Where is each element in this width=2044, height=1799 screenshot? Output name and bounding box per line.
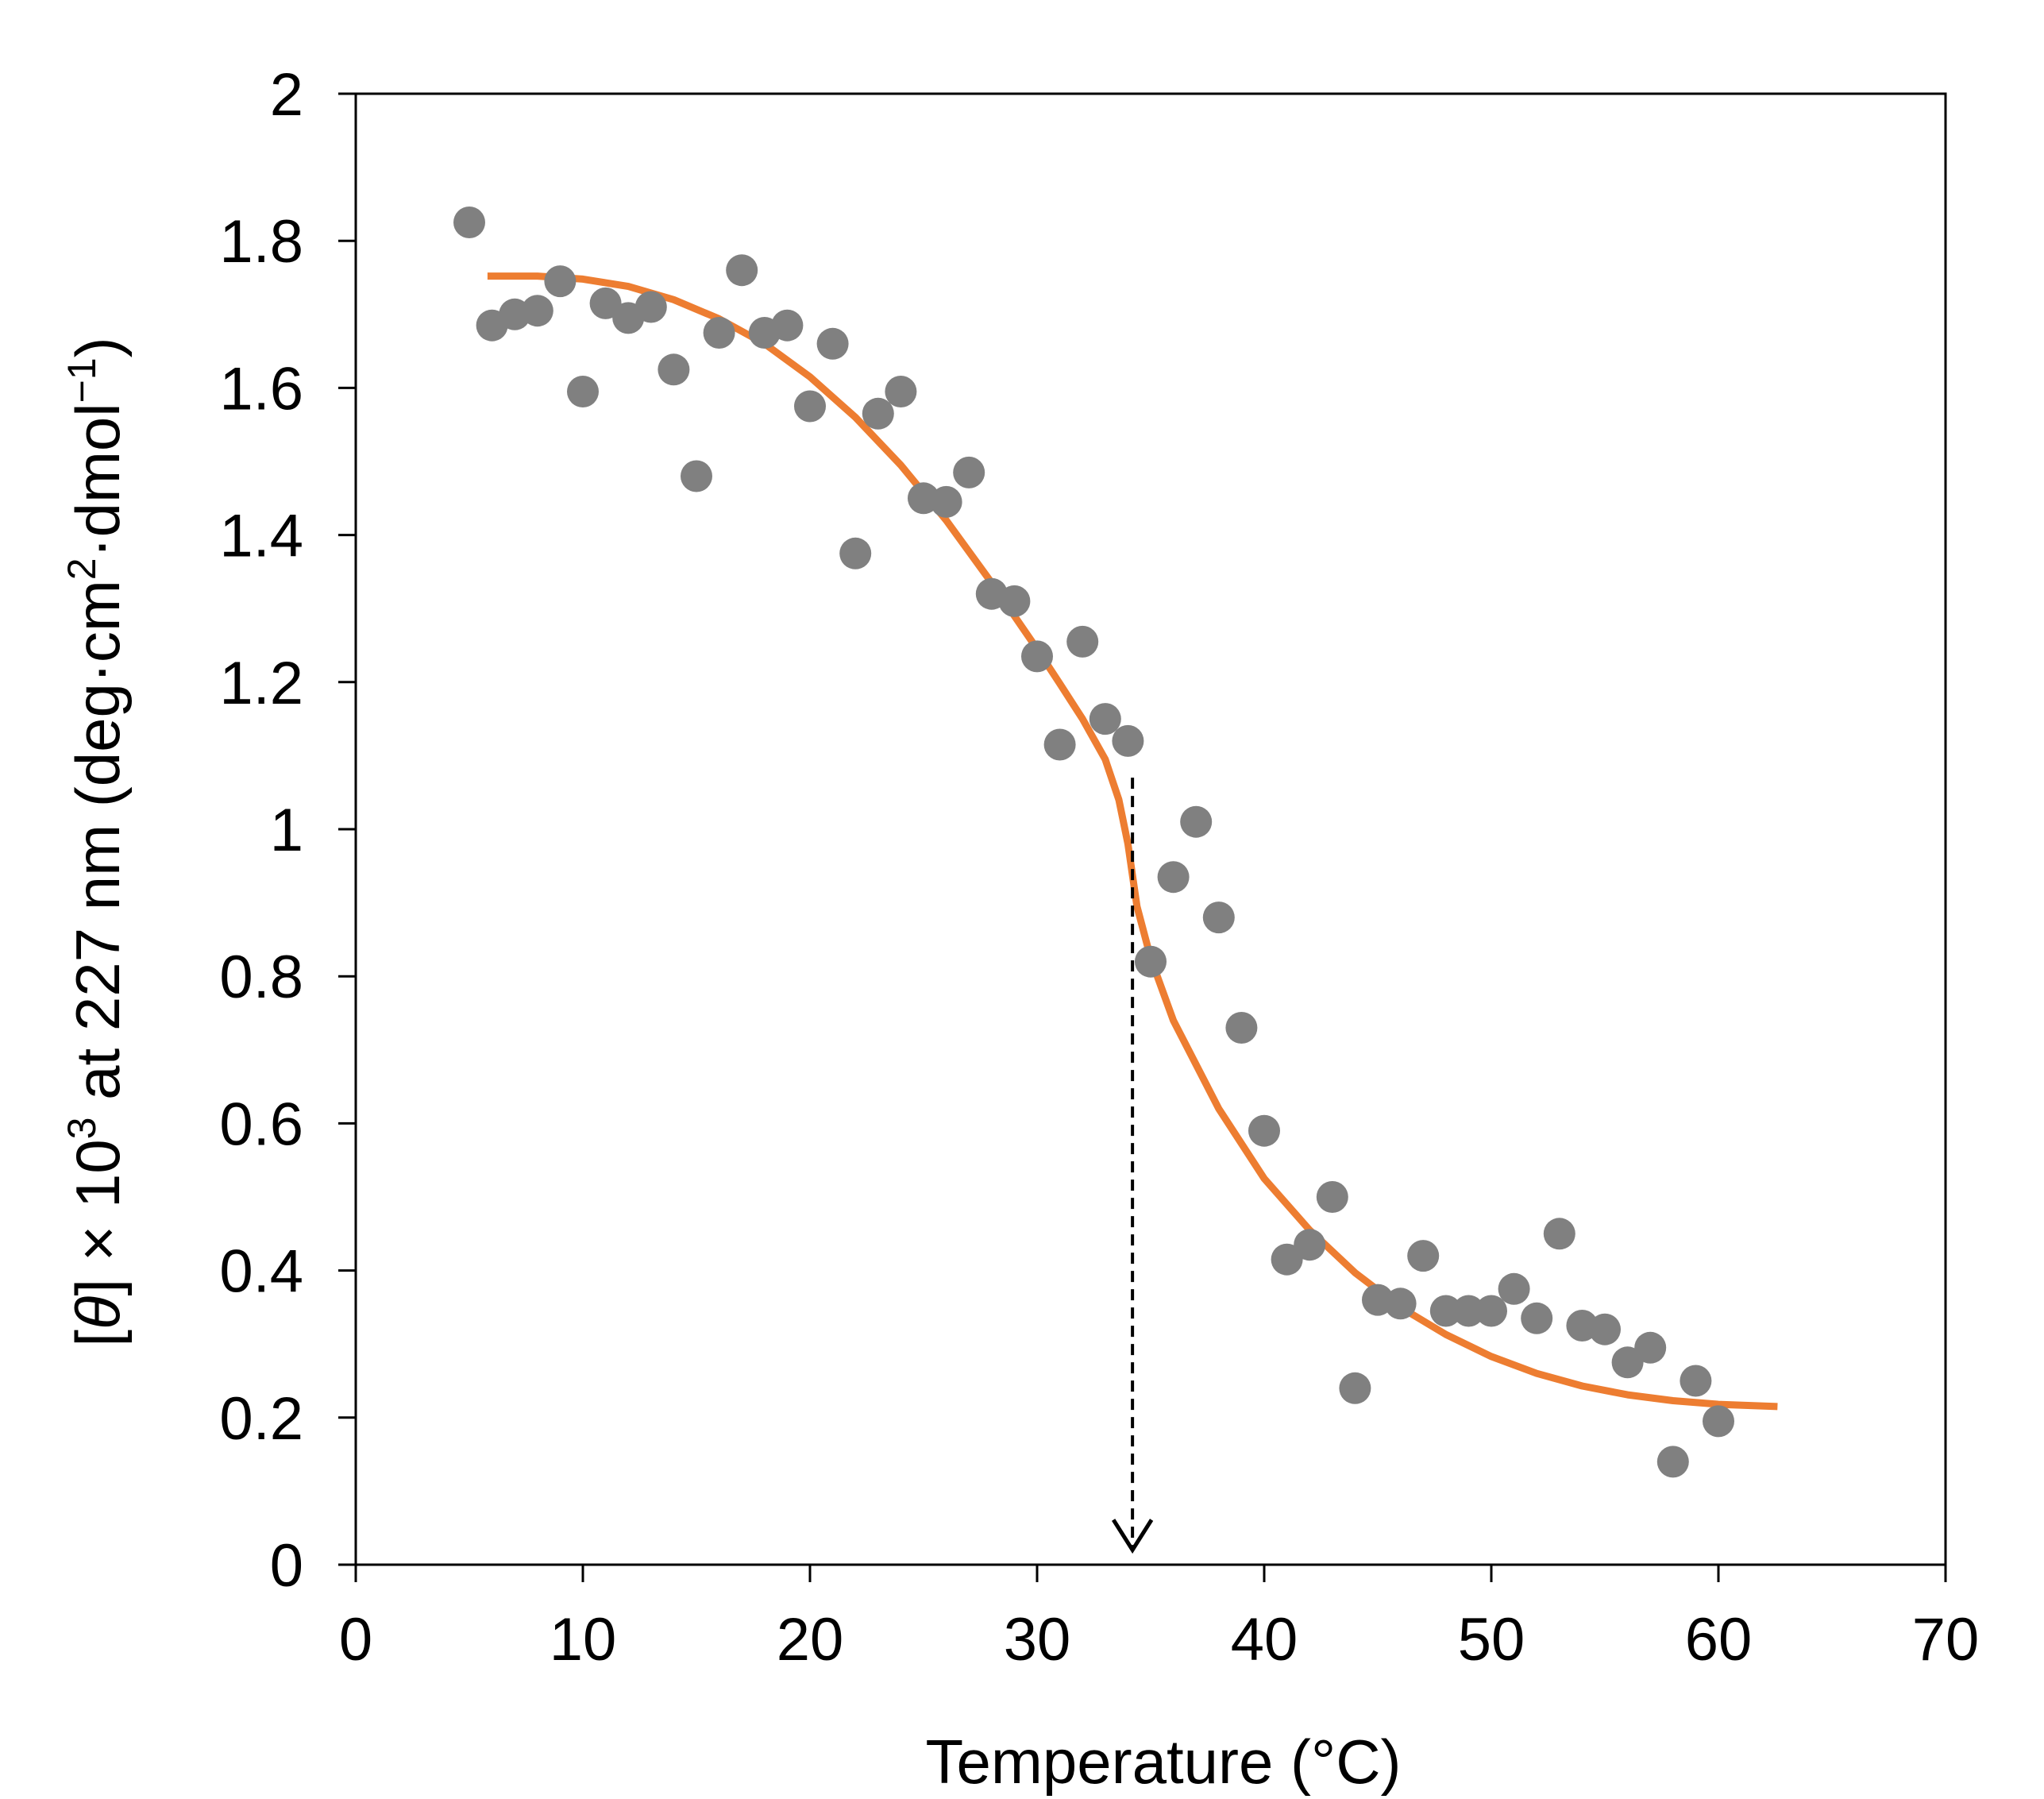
data-point	[816, 327, 849, 360]
data-point	[1066, 625, 1099, 658]
data-point	[658, 353, 690, 386]
data-point	[1316, 1181, 1348, 1213]
y-tick-label: 0.4	[219, 1238, 303, 1306]
x-tick-label: 40	[1231, 1606, 1298, 1674]
data-point	[1521, 1302, 1553, 1334]
y-title-units: at 227 nm (deg·cm	[63, 580, 133, 1117]
y-axis-title: [θ] × 103 at 227 nm (deg·cm2·dmol−1)	[60, 337, 133, 1346]
x-tick-label: 70	[1912, 1606, 1980, 1674]
x-axis-title: Temperature (°C)	[925, 1727, 1401, 1797]
data-point	[862, 397, 894, 430]
data-point	[1589, 1313, 1621, 1345]
data-point	[930, 485, 962, 518]
y-title-theta: θ	[63, 1296, 133, 1330]
data-point	[1202, 901, 1235, 934]
y-tick-label: 0.2	[219, 1385, 303, 1453]
data-point	[1271, 1243, 1303, 1276]
data-point	[726, 254, 758, 287]
x-tick-label: 60	[1685, 1606, 1753, 1674]
data-point	[1475, 1295, 1507, 1327]
data-point	[634, 291, 667, 323]
y-tick-label: 1.4	[219, 503, 303, 570]
data-point	[1225, 1012, 1258, 1044]
data-point	[681, 460, 712, 492]
data-point	[953, 456, 985, 488]
data-point	[1498, 1272, 1530, 1305]
data-point	[544, 265, 577, 298]
data-point	[885, 376, 917, 407]
y-title-sup3: 3	[60, 1118, 104, 1140]
y-tick-label: 1.6	[219, 355, 303, 423]
data-point	[521, 295, 553, 327]
data-point	[1407, 1240, 1440, 1272]
data-point	[1089, 703, 1121, 735]
data-point	[1703, 1405, 1734, 1438]
y-title-bracket: [	[63, 1330, 133, 1347]
y-tick-label: 0.6	[219, 1091, 303, 1158]
data-point	[839, 537, 872, 569]
data-point	[1656, 1446, 1689, 1478]
y-title-supneg1: −1	[60, 357, 104, 403]
data-point	[1294, 1229, 1326, 1261]
x-tick-label: 10	[550, 1606, 617, 1674]
data-point	[1135, 945, 1167, 978]
fit-curve	[487, 272, 1778, 1411]
data-point	[1429, 1295, 1462, 1327]
data-point	[1384, 1287, 1417, 1320]
data-point	[1611, 1346, 1644, 1379]
data-point	[703, 317, 735, 349]
x-tick-label: 20	[777, 1606, 844, 1674]
data-point	[453, 207, 485, 238]
y-tick-label: 1.8	[219, 208, 303, 276]
y-tick-label: 0	[270, 1532, 303, 1600]
transition-arrow-head	[1112, 1519, 1154, 1554]
data-point	[1157, 861, 1190, 894]
x-tick-label: 0	[339, 1606, 372, 1674]
y-title-units2: ·dmol	[63, 403, 133, 558]
data-point	[1043, 728, 1076, 761]
y-title-sup2: 2	[60, 558, 104, 580]
x-tick-label: 30	[1004, 1606, 1071, 1674]
x-tick-label: 50	[1458, 1606, 1525, 1674]
data-point	[567, 376, 599, 407]
data-point	[1339, 1372, 1371, 1404]
data-point	[794, 390, 826, 423]
data-point	[998, 585, 1031, 617]
data-point	[1543, 1218, 1575, 1250]
data-point	[1452, 1295, 1485, 1327]
data-point	[1021, 640, 1053, 673]
data-point	[771, 309, 804, 342]
data-point	[1180, 805, 1213, 838]
data-point	[1680, 1365, 1712, 1397]
y-tick-label: 1	[270, 797, 303, 864]
data-point	[1248, 1114, 1280, 1147]
y-tick-label: 2	[270, 61, 303, 129]
y-tick-label: 1.2	[219, 650, 303, 717]
y-tick-label: 0.8	[219, 944, 303, 1011]
data-point	[1112, 724, 1144, 757]
data-point	[1634, 1331, 1667, 1364]
data-point	[589, 287, 622, 319]
y-title-times: ] × 10	[63, 1139, 133, 1295]
y-title-close: )	[63, 337, 133, 357]
